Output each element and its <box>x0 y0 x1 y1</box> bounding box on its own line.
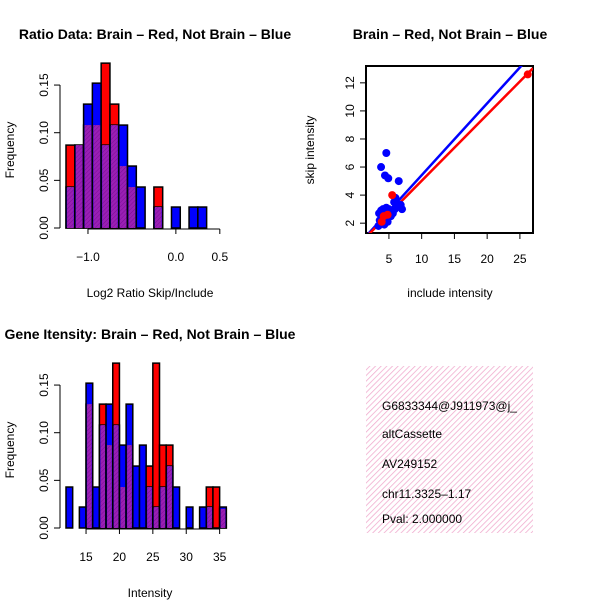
bar-overlap <box>120 487 126 528</box>
x-axis-label: Log2 Ratio Skip/Include <box>87 286 214 300</box>
x-tick-label: 10 <box>415 252 429 266</box>
y-axis-label: Frequency <box>3 422 17 479</box>
x-tick-label: 15 <box>448 252 462 266</box>
bar-overlap <box>110 125 118 228</box>
bar-not-brain <box>132 465 141 529</box>
bar-overlap <box>207 507 212 528</box>
ratio-histogram: Ratio Data: Brain – Red, Not Brain – Blu… <box>3 26 291 300</box>
pval: Pval: 2.000000 <box>382 512 462 526</box>
bar-not-brain <box>91 486 101 529</box>
bar-overlap <box>75 145 83 228</box>
bar-overlap <box>107 445 112 528</box>
y-axis-label: Frequency <box>3 122 17 179</box>
bar-not-brain <box>65 486 74 529</box>
chart-title: Brain – Red, Not Brain – Blue <box>353 26 548 42</box>
y-tick-label: 10 <box>343 104 357 118</box>
plot-frame <box>365 65 534 234</box>
location: chr11.3325–1.17 <box>382 487 472 501</box>
x-tick-label: 20 <box>113 550 127 564</box>
bar-not-brain <box>188 206 199 229</box>
bar-overlap <box>84 125 92 228</box>
bar-overlap <box>87 404 92 528</box>
bar-overlap <box>167 466 172 528</box>
bar-overlap <box>160 487 166 528</box>
point-not-brain <box>383 217 392 226</box>
y-tick-label: 0.00 <box>37 216 51 240</box>
bar-overlap <box>147 487 152 528</box>
bar-not-brain <box>78 506 87 529</box>
x-tick-label: 35 <box>213 550 227 564</box>
bar-overlap <box>154 207 162 228</box>
bar-not-brain <box>138 444 147 529</box>
x-tick-label: 25 <box>146 550 160 564</box>
x-tick-label: 20 <box>480 252 494 266</box>
bar-overlap <box>220 508 226 528</box>
point-not-brain <box>394 177 403 186</box>
x-tick-label: 30 <box>180 550 194 564</box>
bar-not-brain <box>198 506 208 529</box>
point-brain <box>377 217 386 226</box>
bar-overlap <box>100 425 106 528</box>
y-tick-label: 0.05 <box>37 168 51 192</box>
bar-not-brain <box>170 206 182 229</box>
chart-title: Ratio Data: Brain – Red, Not Brain – Blu… <box>19 26 291 42</box>
y-tick-label: 0.10 <box>37 121 51 145</box>
y-tick-label: 0.10 <box>37 421 51 445</box>
y-tick-label: 2 <box>343 220 357 227</box>
y-tick-label: 6 <box>343 163 357 170</box>
bar-not-brain <box>172 486 181 529</box>
y-axis-label: skip intensity <box>303 116 317 185</box>
event-type: altCassette <box>382 427 442 441</box>
bar-brain <box>212 486 221 529</box>
y-tick-label: 0.15 <box>37 73 51 97</box>
point-not-brain <box>398 205 407 214</box>
bar-overlap <box>93 125 101 228</box>
x-tick-label: 5 <box>386 252 393 266</box>
point-not-brain <box>377 163 386 172</box>
bar-not-brain <box>197 206 208 229</box>
x-axis-label: Intensity <box>128 586 173 600</box>
y-tick-label: 0.05 <box>37 468 51 492</box>
accession: AV249152 <box>382 457 437 471</box>
y-tick-label: 0.00 <box>37 516 51 540</box>
bar-overlap <box>67 187 74 228</box>
chart-title: Gene Itensity: Brain – Red, Not Brain – … <box>5 326 296 342</box>
bar-brain <box>152 362 161 529</box>
bar-not-brain <box>185 506 194 529</box>
bar-overlap <box>102 145 109 228</box>
x-tick-label: −1.0 <box>76 250 100 264</box>
y-tick-label: 0.15 <box>37 373 51 397</box>
gene-id: G6833344@J911973@j_ <box>382 399 517 413</box>
point-not-brain <box>382 149 391 158</box>
point-not-brain <box>390 198 399 207</box>
x-tick-label: 25 <box>513 252 527 266</box>
x-tick-label: 0.5 <box>211 250 228 264</box>
point-brain <box>383 210 392 219</box>
y-tick-label: 4 <box>343 191 357 198</box>
info-panel-background <box>366 366 533 533</box>
x-tick-label: 0.0 <box>168 250 185 264</box>
y-tick-label: 8 <box>343 135 357 142</box>
x-tick-label: 15 <box>79 550 93 564</box>
y-tick-label: 12 <box>343 76 357 90</box>
intensity-scatter: Brain – Red, Not Brain – Blue include in… <box>303 26 547 300</box>
point-not-brain <box>384 174 393 183</box>
info-panel: G6833344@J911973@j_ altCassette AV249152… <box>366 366 533 533</box>
bar-overlap <box>113 425 119 528</box>
intensity-histogram: Gene Itensity: Brain – Red, Not Brain – … <box>3 326 296 600</box>
bar-overlap <box>153 507 159 528</box>
bar-overlap <box>127 445 132 528</box>
point-brain <box>388 191 397 200</box>
x-axis-label: include intensity <box>407 286 492 300</box>
bar-overlap <box>128 187 136 228</box>
bar-overlap <box>119 166 127 228</box>
bar-not-brain <box>135 186 146 229</box>
point-brain <box>523 70 532 79</box>
